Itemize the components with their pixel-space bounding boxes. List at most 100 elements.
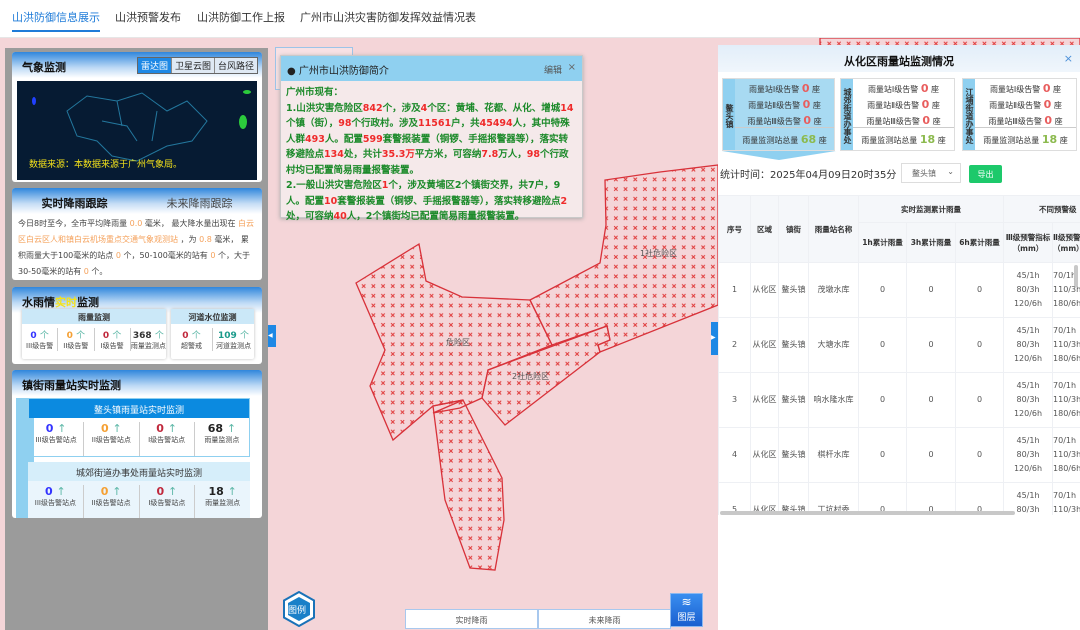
arrow-up-icon: ↑ [56,485,66,498]
stat-value: 0 [66,331,73,341]
radar-map[interactable]: 数据来源：本数据来源于广州气象局。 [17,81,257,180]
table-cell: 70/1h 110/3h 180/6h [1052,372,1080,428]
hazard-zone[interactable] [432,399,505,571]
th-warning-group: 不同预警级 [1003,195,1080,223]
edit-button[interactable]: 编辑 [543,66,562,76]
stat-item[interactable]: 0 个 II级告警 [58,328,95,351]
highlight-value: 134 [324,149,344,160]
stat-item[interactable]: 68 ↑ 雨量监测点 [195,422,249,456]
stat-item[interactable]: 0 ↑ I级告警站点 [140,422,195,456]
water-rain-card: 水雨情实时监测 雨量监测 0 个 III级告警 0 个 II级告警 0 个 I级告警 368… [12,287,262,364]
town-station-card: 镇街雨量站实时监测 鳌头镇雨量站实时监测 0 ↑ III级告警站点 0 ↑ II级告警… [12,370,262,518]
station-panel: 从化区雨量站监测情况 × 鳌头镇 雨量站Ⅰ级告警 0 座雨量站Ⅱ级告警 0 座雨量… [718,45,1080,630]
town-select[interactable]: 鳌头镇 ⌄ [901,163,961,183]
alarm-row: 雨量站Ⅱ级告警 0 座 [748,98,821,111]
stat-item[interactable]: 18 ↑ 雨量监测点 [195,485,250,518]
hazard-zone[interactable] [481,325,611,426]
stat-item[interactable]: 0 个超警戒 [171,328,213,351]
highlight-value: 98 [526,149,540,160]
table-row[interactable]: 1 从化区 鳌头镇 茂墩水库 0 0 0 45/1h 80/3h 120/6h 70/1h 11… [718,262,1080,318]
stat-value: 0 [100,485,109,498]
table-cell: 0 [906,482,956,515]
stat-item[interactable]: 0 ↑ II级告警站点 [84,485,140,518]
table-cell: 鳌头镇 [778,427,809,483]
stat-label: III级告警站点 [35,436,77,444]
text-segment: ，为 [178,235,200,244]
stat-item[interactable]: 0 ↑ II级告警站点 [84,422,140,456]
stat-item[interactable]: 109 个河道监测点 [213,328,254,351]
table-cell: 0 [858,427,907,483]
highlight-value: 1 [381,180,389,191]
tab-typhoon[interactable]: 台风路径 [213,58,257,73]
stat-item[interactable]: 0 个 I级告警 [95,328,131,351]
town-summary-block[interactable]: 江埔街道办事处 雨量站Ⅰ级告警 0 座雨量站Ⅱ级告警 0 座雨量站Ⅲ级告警 0 … [962,78,1077,151]
stat-time: 统计时间：2025年04月09日20时35分 [720,170,897,181]
stat-item[interactable]: 0 ↑ III级告警站点 [28,485,84,518]
stat-label: III级告警站点 [34,499,76,507]
table-cell: 45/1h 80/3h 120/6h [1003,262,1054,318]
hazard-zone[interactable] [355,242,553,442]
horizontal-scrollbar[interactable] [720,511,1015,515]
highlight-value: 0.8 [199,235,212,244]
table-cell: 鳌头镇 [778,372,809,428]
text-segment: 个，50-100毫米的站有 [120,251,211,260]
collapse-left-button[interactable]: ◀ [268,325,276,347]
selected-arrow [722,151,836,160]
unit-label: 个 [191,331,201,341]
table-cell: 0 [906,372,956,428]
town-summary-block[interactable]: 鳌头镇 雨量站Ⅰ级告警 0 座雨量站Ⅱ级告警 0 座雨量站Ⅲ级告警 0 座 雨量… [722,78,835,151]
export-button[interactable]: 导出 [969,165,1002,183]
table-cell: 0 [858,317,907,373]
close-icon[interactable]: × [1063,52,1073,65]
map-canvas[interactable]: 1社危险区 2社危险区 危险区 [0,38,1080,630]
hazard-zones[interactable] [355,38,1080,571]
town-summary-block[interactable]: 城郊街道办事处 雨量站Ⅰ级告警 0 座雨量站Ⅱ级告警 0 座雨量站Ⅲ级告警 0 … [840,78,955,151]
table-cell: 2 [718,317,751,373]
table-row[interactable]: 4 从化区 鳌头镇 棋杆水库 0 0 0 45/1h 80/3h 120/6h 70/1h 11… [718,427,1080,483]
tab-future-rain[interactable]: 未来降雨跟踪 [166,197,233,210]
stat-value: 0 [102,331,110,341]
layers-button[interactable]: ≋ 图层 [670,593,703,627]
table-cell: 0 [858,262,907,318]
tab-warning-publish[interactable]: 山洪预警发布 [115,11,181,24]
rain-track-card: 实时降雨跟踪 未来降雨跟踪 今日8时至今，全市平均降雨量 0.0 毫米， 最大降水… [12,188,262,280]
stat-item[interactable]: 0 ↑ I级告警站点 [140,485,196,518]
highlight-value: 45494 [479,118,513,129]
unit-label: 个 [76,331,86,341]
vertical-scrollbar[interactable] [1074,265,1078,287]
text-segment: 万人， [498,149,527,160]
tab-work-report[interactable]: 山洪防御工作上报 [197,11,285,24]
tab-realtime-rain[interactable]: 实时降雨跟踪 [41,197,108,210]
unit-label: 个 [112,331,122,341]
stat-item[interactable]: 0 ↑ III级告警站点 [29,422,85,456]
arrow-up-icon: ↑ [168,485,178,498]
town-name: 江埔街道办事处 [963,79,975,150]
text-segment: 个，涉及黄埔区2个镇街交界，共7户，9人。配置 [286,180,561,207]
legend-button[interactable]: 图例 [281,590,317,628]
collapse-right-button[interactable]: ▶ [711,322,718,355]
tab-radar[interactable]: 雷达图 [137,58,171,73]
rain-summary: 今日8时至今，全市平均降雨量 0.0 毫米， 最大降水量出现在 白云区白云区人和… [12,214,262,280]
tab-info-display[interactable]: 山洪防御信息展示 [12,9,100,32]
highlight-value: 842 [362,102,383,114]
close-icon[interactable]: × [567,62,576,73]
realtime-rain-button[interactable]: 实时降雨 [405,609,538,629]
town-name: 城郊街道办事处 [841,79,853,150]
stat-item[interactable]: 0 个 III级告警 [22,328,59,351]
th-level2: Ⅱ级预警指标（mm） [1052,222,1080,263]
stat-item[interactable]: 368 个雨量监测点 [131,328,166,351]
th-realtime-group: 实时监测累计雨量 [857,195,1005,223]
table-row[interactable]: 2 从化区 鳌头镇 大塘水库 0 0 0 45/1h 80/3h 120/6h 70/1h 11… [718,317,1080,373]
future-rain-button[interactable]: 未来降雨 [538,609,671,629]
tab-benefit-table[interactable]: 广州市山洪灾害防御发挥效益情况表 [300,11,476,24]
text-segment: 今日8时至今，全市平均降雨量 [18,219,130,228]
th-level3: Ⅲ级预警指标（mm） [1003,222,1054,263]
highlight-value: 7.8 [481,149,499,160]
text-segment: 人。配置 [324,133,363,145]
tab-satellite[interactable]: 卫星云图 [170,58,214,73]
table-row[interactable]: 3 从化区 鳌头镇 响水隆水库 0 0 0 45/1h 80/3h 120/6h 70/1h 1… [718,372,1080,428]
map-label: 2社危险区 [512,371,549,381]
text-segment: 1.山洪灾害危险区 [286,102,363,114]
text-segment: 个区：黄埔、花都、从化、增城 [427,102,561,114]
